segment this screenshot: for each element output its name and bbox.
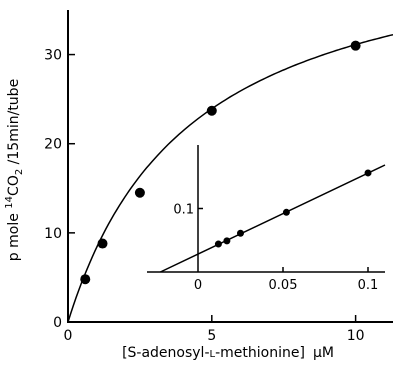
inset-data-point bbox=[214, 240, 222, 248]
inset-data-point bbox=[282, 208, 290, 216]
data-point bbox=[97, 238, 108, 249]
y-tick-label: 10 bbox=[44, 226, 62, 242]
inset-y-ticks: 0.1 bbox=[173, 203, 203, 218]
inset-x-tick-label: 0 bbox=[194, 278, 202, 293]
x-axis-label: [S-adenosyl-L-methionine] μM bbox=[122, 345, 334, 361]
inset-y-tick-label: 0.1 bbox=[173, 203, 194, 218]
data-point bbox=[134, 187, 145, 198]
inset-x-tick-label: 0.05 bbox=[269, 278, 298, 293]
x-tick-label: 5 bbox=[207, 328, 216, 344]
x-tick-label: 10 bbox=[347, 328, 365, 344]
y-tick-label: 30 bbox=[44, 48, 62, 64]
main-data-points bbox=[80, 40, 361, 285]
inset-data-points bbox=[214, 169, 372, 248]
y-tick-label: 20 bbox=[44, 137, 62, 153]
inset-x-tick-label: 0.1 bbox=[358, 278, 379, 293]
main-y-ticks: 0 10 20 30 bbox=[44, 48, 75, 331]
data-point bbox=[350, 40, 361, 51]
y-tick-label: 0 bbox=[53, 315, 62, 331]
x-tick-label: 0 bbox=[64, 328, 73, 344]
main-fit-curve bbox=[67, 33, 393, 323]
inset-x-ticks: 0 0.05 0.1 bbox=[194, 267, 378, 293]
inset-data-point bbox=[237, 229, 244, 237]
main-plot-frame bbox=[67, 10, 393, 323]
inset-data-point bbox=[223, 237, 231, 245]
main-x-ticks: 0 5 10 bbox=[64, 315, 365, 344]
inset-data-point bbox=[364, 169, 372, 177]
data-point bbox=[206, 105, 217, 116]
inset-fit-line bbox=[160, 164, 386, 273]
y-axis-label: p mole 14CO2 /15min/tube bbox=[4, 79, 25, 261]
data-point bbox=[80, 274, 91, 285]
